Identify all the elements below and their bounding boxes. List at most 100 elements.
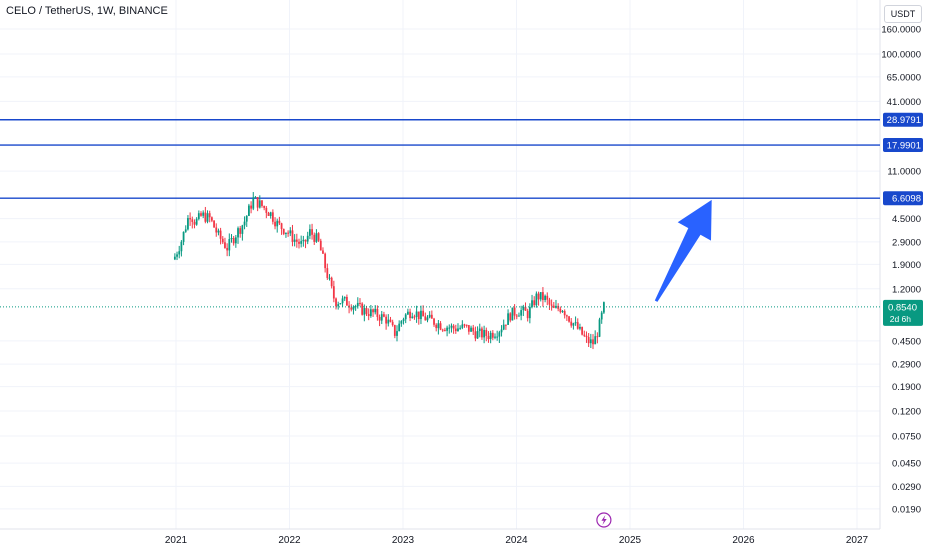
candle-body xyxy=(409,311,411,319)
candle-body xyxy=(385,316,388,324)
x-tick-label: 2023 xyxy=(392,535,415,546)
candle-body xyxy=(596,336,599,338)
candle-body xyxy=(424,316,427,321)
candle-body xyxy=(348,305,350,308)
candle-body xyxy=(572,323,575,326)
currency-button[interactable]: USDT xyxy=(884,5,922,23)
candle-body xyxy=(548,299,551,305)
candle-body xyxy=(583,334,586,336)
candle-body xyxy=(433,318,435,325)
candle-body xyxy=(402,319,405,322)
candle-body xyxy=(581,326,584,335)
candle-body xyxy=(367,313,370,317)
candle-body xyxy=(245,215,248,222)
candle-body xyxy=(313,234,316,242)
candle-body xyxy=(210,217,213,221)
candle-body xyxy=(522,306,525,311)
candle-body xyxy=(459,327,462,329)
candle-body xyxy=(243,221,246,226)
candle-body xyxy=(417,311,420,320)
candle-body xyxy=(219,230,222,239)
candle-body xyxy=(446,327,448,331)
level-badge xyxy=(883,112,923,127)
candle-body xyxy=(226,247,229,251)
y-tick-label: 41.0000 xyxy=(887,97,921,108)
candle-body xyxy=(498,332,501,337)
candle-body xyxy=(435,324,438,329)
candle-body xyxy=(452,325,455,329)
y-tick-label: 65.0000 xyxy=(887,72,921,83)
candle-body xyxy=(524,306,527,311)
candle-body xyxy=(269,212,272,216)
candle-body xyxy=(539,292,542,300)
candle-body xyxy=(415,311,418,317)
candle-body xyxy=(552,305,555,308)
candle-body xyxy=(520,310,523,316)
candle-body xyxy=(387,319,390,324)
candle-body xyxy=(237,228,239,238)
candle-body xyxy=(450,325,453,328)
candle-body xyxy=(274,221,276,227)
y-tick-label: 0.0290 xyxy=(892,482,921,493)
candle-body xyxy=(574,322,577,324)
candle-body xyxy=(295,239,298,242)
candle-body xyxy=(500,329,503,333)
candle-body xyxy=(215,227,218,233)
candle-body xyxy=(396,331,398,336)
candle-body xyxy=(428,314,431,318)
candle-body xyxy=(363,308,366,315)
candle-body xyxy=(254,197,257,199)
candle-body xyxy=(291,230,294,242)
candle-body xyxy=(230,237,233,240)
candle-body xyxy=(483,329,486,338)
candle-body xyxy=(589,339,592,344)
candle-body xyxy=(182,231,185,242)
candle-body xyxy=(489,332,492,340)
candle-body xyxy=(213,220,215,228)
y-tick-label: 160.0000 xyxy=(881,25,921,36)
candle-body xyxy=(224,242,226,248)
candle-body xyxy=(204,212,207,222)
candle-body xyxy=(324,253,327,269)
candle-body xyxy=(430,314,433,319)
candle-body xyxy=(354,306,357,308)
candle-body xyxy=(376,308,379,317)
y-tick-label: 0.1200 xyxy=(892,407,921,418)
candle-body xyxy=(598,319,601,337)
candle-body xyxy=(437,323,440,329)
candle-body xyxy=(202,212,205,216)
candle-body xyxy=(592,339,594,345)
x-tick-label: 2026 xyxy=(732,535,755,546)
candle-body xyxy=(559,308,562,312)
x-tick-label: 2024 xyxy=(505,535,528,546)
candle-body xyxy=(502,324,505,330)
candle-body xyxy=(389,319,392,322)
candle-body xyxy=(454,328,457,332)
candle-body xyxy=(208,213,211,218)
candle-body xyxy=(602,302,605,313)
level-badge xyxy=(883,138,923,153)
candle-body xyxy=(332,286,335,299)
candle-body xyxy=(228,239,231,251)
candle-body xyxy=(411,316,414,319)
candle-body xyxy=(267,212,270,216)
candle-body xyxy=(372,309,374,313)
candle-body xyxy=(378,316,381,321)
candle-body xyxy=(263,205,266,208)
y-tick-label: 0.0190 xyxy=(892,504,921,515)
candle-body xyxy=(496,336,499,338)
y-tick-label: 4.5000 xyxy=(892,214,921,225)
candle-body xyxy=(341,298,344,304)
candle-body xyxy=(374,308,377,313)
candle-body xyxy=(476,331,479,339)
y-tick-label: 0.4500 xyxy=(892,336,921,347)
y-tick-label: 100.0000 xyxy=(881,50,921,61)
candle-body xyxy=(600,312,603,320)
candle-body xyxy=(507,313,509,325)
candle-body xyxy=(594,336,597,345)
candle-body xyxy=(513,307,516,316)
candle-body xyxy=(526,310,529,319)
candle-body xyxy=(439,323,442,330)
candle-body xyxy=(518,315,520,317)
